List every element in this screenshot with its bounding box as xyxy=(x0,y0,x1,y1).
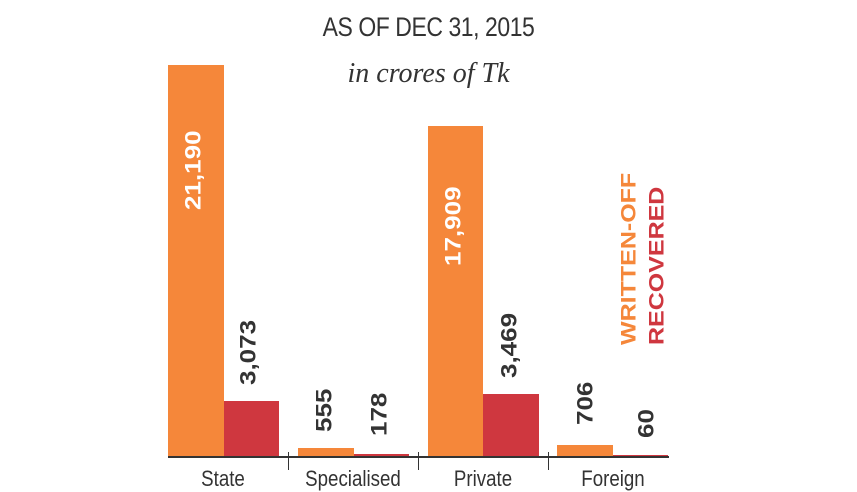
bar-state-written-off xyxy=(168,65,224,457)
x-axis-tick xyxy=(418,452,419,470)
bar-foreign-written-off xyxy=(557,445,613,457)
value-label-private-written-off: 17,909 xyxy=(440,186,466,266)
bar-specialised-recovered xyxy=(354,454,409,457)
x-axis-tick xyxy=(288,452,289,470)
x-axis-tick xyxy=(548,452,549,470)
value-label-state-recovered: 3,073 xyxy=(235,319,261,385)
value-label-private-recovered: 3,469 xyxy=(496,312,522,378)
bar-specialised-written-off xyxy=(298,448,354,457)
category-label-state: State xyxy=(201,466,245,491)
legend-recovered: RECOVERED xyxy=(645,186,669,345)
value-label-specialised-written-off: 555 xyxy=(311,388,337,432)
category-label-specialised: Specialised xyxy=(305,466,401,491)
legend-written-off: WRITTEN-OFF xyxy=(617,172,641,345)
category-label-foreign: Foreign xyxy=(581,466,645,491)
chart-title: AS OF DEC 31, 2015 xyxy=(322,12,535,42)
value-label-specialised-recovered: 178 xyxy=(366,392,392,436)
chart-subtitle: in crores of Tk xyxy=(347,58,510,89)
bar-private-written-off xyxy=(428,126,483,457)
bar-private-recovered xyxy=(483,394,539,457)
bar-state-recovered xyxy=(224,401,279,457)
category-label-private: Private xyxy=(453,466,513,491)
value-label-foreign-written-off: 706 xyxy=(572,381,598,425)
value-label-state-written-off: 21,190 xyxy=(180,130,206,210)
value-label-foreign-recovered: 60 xyxy=(633,409,659,438)
